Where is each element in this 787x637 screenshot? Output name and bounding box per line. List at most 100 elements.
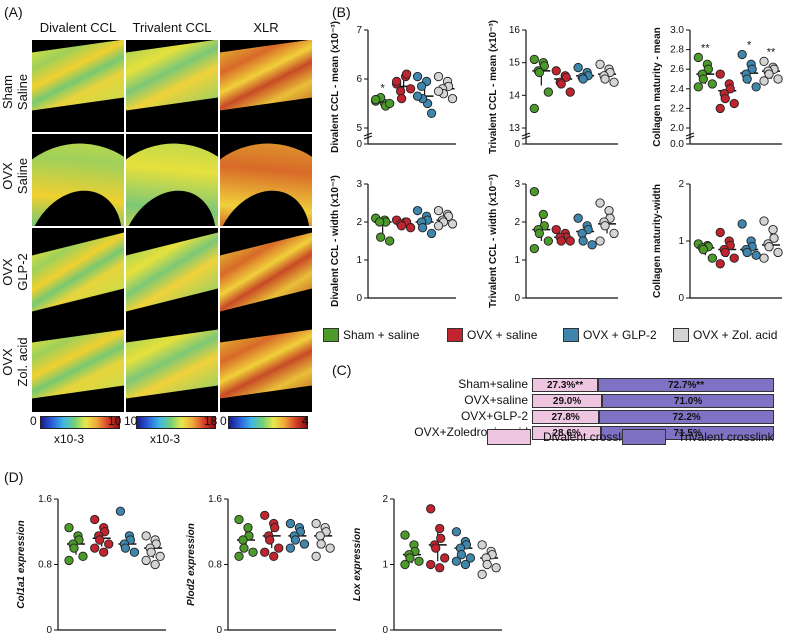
data-point — [551, 224, 561, 235]
y-tick-label: 0 — [382, 625, 388, 636]
significance-marker: ** — [767, 46, 776, 58]
data-point — [385, 236, 395, 246]
data-point — [561, 72, 571, 83]
data-point — [543, 236, 553, 246]
data-point — [375, 217, 385, 227]
y-axis-label: Collagen maturity - mean — [652, 27, 663, 146]
data-point — [477, 569, 487, 579]
data-point — [239, 543, 249, 553]
data-point — [405, 553, 415, 563]
colorbar-divalent-max: 10 — [108, 414, 122, 428]
data-point — [556, 79, 566, 89]
data-point — [141, 531, 151, 541]
y-axis-label: Lox expression — [352, 528, 363, 601]
image-tile — [32, 134, 124, 226]
image-tile — [126, 228, 218, 320]
y-tick-label: 0.0 — [670, 139, 684, 150]
y-tick-label: 2 — [356, 217, 362, 228]
data-point — [69, 543, 79, 553]
data-point — [290, 535, 301, 545]
data-point — [703, 64, 713, 74]
data-point — [707, 253, 717, 263]
bar-category-label: OVX+GLP-2 — [460, 409, 528, 423]
y-tick-label: 2.2 — [670, 103, 684, 114]
data-point — [435, 563, 445, 573]
y-tick-label: 0.8 — [208, 560, 222, 571]
image-tile — [126, 134, 218, 226]
data-point — [747, 64, 757, 74]
image-tile — [126, 40, 218, 132]
y-tick-label: 6 — [356, 74, 362, 85]
y-tick-label: 0 — [514, 293, 520, 304]
data-point — [129, 547, 140, 557]
legend-swatch-divalent — [487, 429, 531, 445]
data-point — [426, 559, 436, 570]
legend-label-divalent: Divalent crosslink — [543, 430, 637, 444]
y-tick-label: 0 — [678, 293, 684, 304]
data-point — [759, 216, 769, 226]
data-point — [95, 535, 105, 545]
colorbar-trivalent-max: 18 — [204, 414, 218, 428]
colorbar-xlr-max: 4 — [302, 414, 309, 428]
data-point — [565, 87, 575, 97]
colorbar-xlr-min: 0 — [220, 414, 227, 428]
bar-segment: 72.7%** — [598, 378, 774, 392]
data-point — [769, 233, 779, 243]
data-point — [578, 74, 588, 84]
data-point — [433, 221, 444, 231]
image-tile — [220, 320, 312, 412]
data-point — [460, 559, 471, 570]
significance-marker: * — [381, 83, 386, 95]
y-axis-label: Plod2 expression — [186, 523, 197, 606]
data-point — [433, 205, 444, 216]
data-point — [146, 547, 156, 557]
data-point — [715, 69, 725, 79]
column-header-divalent: Divalent CCL — [39, 20, 117, 35]
data-point — [274, 543, 284, 553]
data-point — [715, 103, 725, 114]
data-point — [412, 91, 423, 101]
data-point — [573, 62, 583, 73]
data-point — [299, 539, 310, 549]
data-point — [285, 518, 296, 529]
legend-item-ovx-saline: OVX + saline — [447, 328, 537, 342]
legend-label-sham: Sham + saline — [343, 328, 420, 342]
data-point — [141, 555, 151, 566]
data-point — [260, 547, 270, 557]
data-point — [426, 504, 436, 514]
data-point — [436, 533, 446, 543]
data-point — [751, 250, 761, 260]
data-point — [311, 518, 321, 529]
data-point — [426, 108, 437, 118]
legend-swatch-ovx-glp2 — [563, 328, 579, 342]
data-point — [529, 103, 539, 114]
data-point — [595, 236, 605, 246]
data-point — [698, 244, 708, 255]
y-tick-label: 5 — [356, 123, 362, 134]
y-tick-label: 7 — [356, 25, 362, 36]
data-point — [456, 550, 467, 560]
data-point — [269, 551, 279, 561]
data-point — [477, 540, 487, 550]
data-point — [238, 535, 248, 545]
data-point — [371, 94, 381, 105]
data-point — [433, 86, 444, 96]
y-tick-label: 1 — [382, 560, 388, 571]
data-point — [414, 556, 424, 566]
legend-swatch-ovx-saline — [447, 328, 463, 342]
colorbar-trivalent-unit: x10-3 — [150, 432, 181, 446]
y-tick-label: 0 — [356, 293, 362, 304]
data-point — [315, 531, 325, 541]
data-point — [447, 219, 458, 229]
legend-divalent-crosslink: Divalent crosslink — [487, 429, 636, 445]
data-point — [90, 543, 100, 553]
y-axis-label: Divalent CCL - width (x10⁻³) — [330, 175, 341, 307]
axis-break-mark — [521, 132, 531, 137]
y-tick-label: 3 — [356, 179, 362, 190]
panel-label-b: (B) — [332, 4, 351, 20]
y-tick-label: 0.8 — [38, 560, 52, 571]
bar-segment: 27.3%** — [532, 378, 599, 392]
data-point — [737, 219, 747, 229]
axis-break-mark — [363, 132, 373, 137]
data-point — [248, 547, 258, 557]
